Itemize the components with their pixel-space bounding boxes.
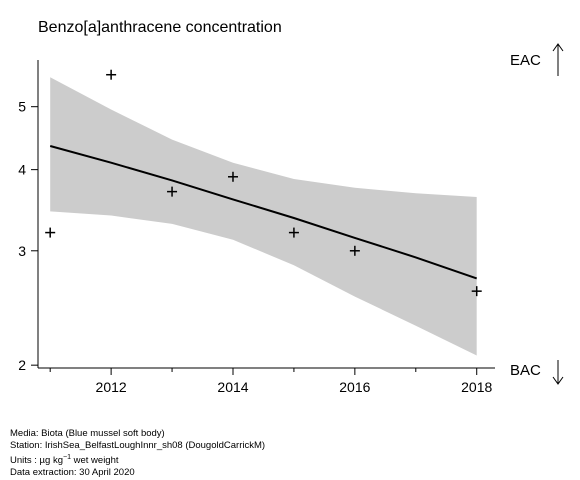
x-tick-label-2012: 2012 [96,379,127,395]
footer-media: Media: Biota (Blue mussel soft body) [10,428,165,439]
up-arrow-icon [552,43,564,76]
data-point-1 [106,69,117,80]
down-arrow-icon [552,360,564,385]
footer: Media: Biota (Blue mussel soft body) Sta… [10,428,265,479]
units-prefix: Units : µg kg [10,455,63,467]
eac-label: EAC [510,52,541,69]
footer-station: Station: IrishSea_BelfastLoughInnr_sh08 … [10,440,266,451]
x-tick-label-2016: 2016 [339,379,370,395]
y-tick-label-5: 5 [18,99,26,115]
trend-line [49,145,478,280]
units-exponent: −1 [63,454,71,461]
data-point-2 [167,186,178,197]
data-point-6 [471,286,482,297]
data-point-3 [227,171,238,182]
data-point-0 [45,227,56,238]
footer-extraction: Data extraction: 30 April 2020 [10,467,135,479]
y-tick-label-3: 3 [18,243,26,259]
x-tick-label-2018: 2018 [461,379,492,395]
units-suffix: wet weight [70,455,119,467]
chart-title: Benzo[a]anthracene concentration [38,19,282,36]
footer-units: Units : µg kg−1 wet weight [10,452,265,467]
data-point-4 [288,227,299,238]
x-tick-label-2014: 2014 [217,379,248,395]
y-tick-label-2: 2 [18,357,26,373]
data-point-5 [349,245,360,256]
confidence-band [50,77,477,356]
y-tick-label-4: 4 [18,162,26,178]
bac-label: BAC [510,362,541,379]
